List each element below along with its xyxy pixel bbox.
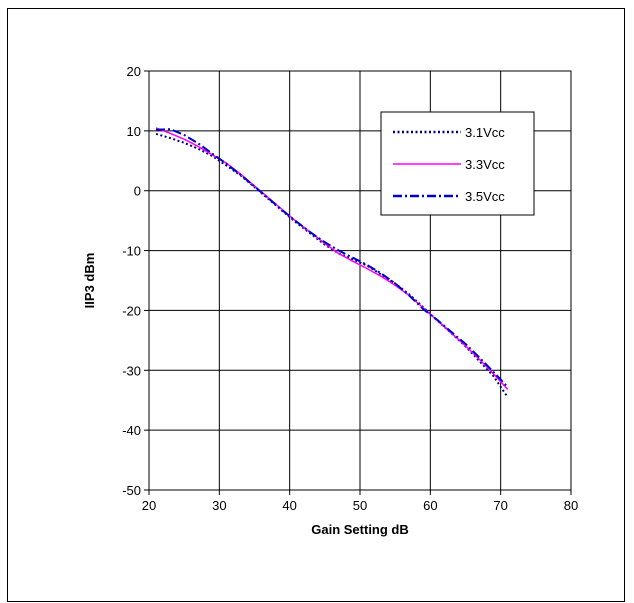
- y-tick-label: -50: [122, 483, 141, 498]
- y-tick-label: 10: [127, 124, 141, 139]
- y-axis-ticks: 20 10 0 -10 -20 -30 -40 -50: [122, 64, 149, 498]
- legend-label: 3.1Vcc: [465, 125, 505, 140]
- legend-item: 3.1Vcc: [393, 125, 505, 140]
- y-tick-label: -30: [122, 363, 141, 378]
- y-tick-label: 20: [127, 64, 141, 79]
- series-line-3-5vcc: [155, 128, 509, 388]
- y-tick-label: 0: [134, 184, 141, 199]
- legend: 3.1Vcc 3.3Vcc 3.5Vcc: [380, 111, 535, 216]
- x-tick-label: 60: [423, 498, 437, 513]
- x-tick-label: 30: [212, 498, 226, 513]
- y-tick-label: -40: [122, 423, 141, 438]
- iip3-vs-gain-chart: 20 30 40 50 60 70 80 20 10 0 -10 -20 -30 -40 -50 Gain…: [82, 64, 578, 537]
- x-axis-title: Gain Setting dB: [311, 522, 409, 537]
- chart-frame: 20 30 40 50 60 70 80 20 10 0 -10 -20 -30 -40 -50 Gain…: [7, 8, 625, 602]
- x-tick-label: 50: [353, 498, 367, 513]
- x-tick-label: 40: [282, 498, 296, 513]
- legend-item: 3.5Vcc: [393, 189, 505, 204]
- x-axis-ticks: 20 30 40 50 60 70 80: [142, 490, 578, 513]
- legend-label: 3.5Vcc: [465, 189, 505, 204]
- series: [155, 127, 509, 398]
- legend-label: 3.3Vcc: [465, 157, 505, 172]
- y-tick-label: -10: [122, 244, 141, 259]
- x-tick-label: 70: [493, 498, 507, 513]
- x-tick-label: 80: [564, 498, 578, 513]
- legend-item: 3.3Vcc: [393, 157, 505, 172]
- x-tick-label: 20: [142, 498, 156, 513]
- y-tick-label: -20: [122, 303, 141, 318]
- y-axis-title: IIP3 dBm: [82, 253, 97, 309]
